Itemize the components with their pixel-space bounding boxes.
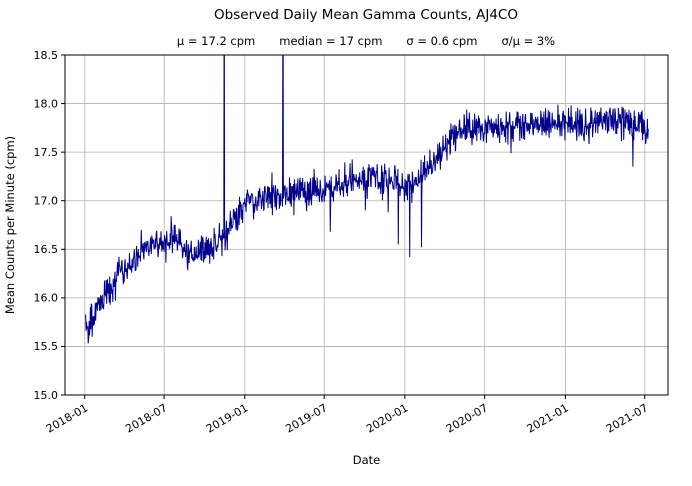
grid [65,54,668,396]
data-line-layer [85,55,649,344]
y-axis-label: Mean Counts per Minute (cpm) [3,136,17,314]
x-axis-label: Date [353,453,381,467]
x-tick-label: 2018-07 [123,401,169,435]
y-tick-label: 17.0 [34,195,59,208]
chart-subtitle: μ = 17.2 cpm median = 17 cpm σ = 0.6 cpm σ/… [177,34,555,48]
x-tick-label: 2021-01 [525,401,571,435]
y-tick-label: 18.0 [34,97,59,110]
y-tick-label: 18.5 [34,49,59,62]
x-tick-label: 2019-01 [204,401,250,435]
y-tick-label: 15.5 [34,340,59,353]
stat-ratio: σ/μ = 3% [501,34,555,48]
chart-title: Observed Daily Mean Gamma Counts, AJ4CO [214,7,518,23]
x-tick-label: 2020-07 [444,401,490,435]
x-tick-label: 2020-01 [364,401,410,435]
stat-mu: μ = 17.2 cpm [177,34,255,48]
plot-frame [64,54,669,396]
y-tick-label: 17.5 [34,146,59,159]
y-tick-label: 15.0 [34,389,59,402]
y-tick-label: 16.5 [34,243,59,256]
x-tick-label: 2021-07 [604,401,650,435]
stat-median: median = 17 cpm [279,34,382,48]
x-tick-label: 2018-01 [44,401,90,435]
data-line [85,55,649,344]
x-tick-label: 2019-07 [283,401,329,435]
stat-sigma: σ = 0.6 cpm [406,34,477,48]
y-tick-label: 16.0 [34,292,59,305]
